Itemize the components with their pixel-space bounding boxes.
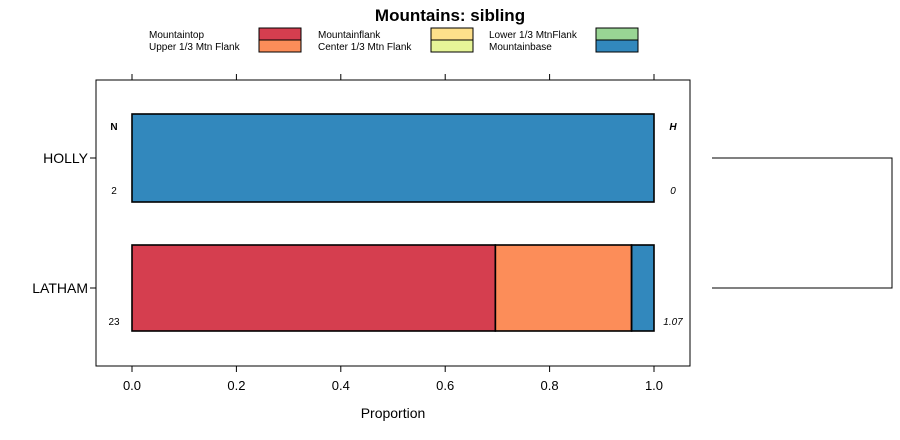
x-axis-title: Proportion (361, 405, 426, 421)
x-tick-label: 0.4 (332, 378, 350, 393)
h-value: 0 (670, 186, 676, 197)
category-label: LATHAM (32, 280, 88, 296)
legend-label: Upper 1/3 Mtn Flank (149, 42, 241, 53)
bar-segment (132, 114, 654, 202)
legend-label: Lower 1/3 MtnFlank (489, 30, 578, 41)
bar-segment (495, 245, 632, 331)
bar-segment (132, 245, 496, 331)
x-axis: 0.0 0.2 0.4 0.6 0.8 1.0 (123, 74, 663, 393)
bar-segment (631, 245, 654, 331)
legend-label: Mountainbase (489, 42, 552, 53)
category-label: HOLLY (43, 150, 89, 166)
legend-label: Mountaintop (149, 30, 204, 41)
n-value: 2 (111, 186, 117, 197)
legend-label: Mountainflank (318, 30, 381, 41)
h-header: H (669, 122, 677, 133)
dendrogram (712, 157, 893, 289)
x-tick-label: 0.8 (541, 378, 559, 393)
bars: HOLLY LATHAM (32, 113, 655, 332)
n-value: 23 (108, 317, 120, 328)
legend-swatch (595, 39, 639, 53)
x-tick-label: 0.0 (123, 378, 141, 393)
legend-label: Center 1/3 Mtn Flank (318, 42, 412, 53)
plot-frame (95, 79, 691, 367)
chart-title: Mountains: sibling (375, 6, 525, 25)
x-tick-label: 0.2 (227, 378, 245, 393)
x-tick-label: 0.6 (436, 378, 454, 393)
x-tick-label: 1.0 (645, 378, 663, 393)
bar-segment-border (131, 113, 655, 203)
annotations: N H 2 23 0 1.07 (108, 122, 683, 328)
legend-swatch (595, 27, 639, 41)
n-header: N (110, 122, 117, 133)
bar-segment-border (630, 244, 655, 332)
legend-swatch (258, 39, 302, 53)
legend-swatch (430, 39, 474, 53)
legend-swatch (430, 27, 474, 41)
legend-swatch (258, 27, 302, 41)
h-value: 1.07 (663, 317, 683, 328)
